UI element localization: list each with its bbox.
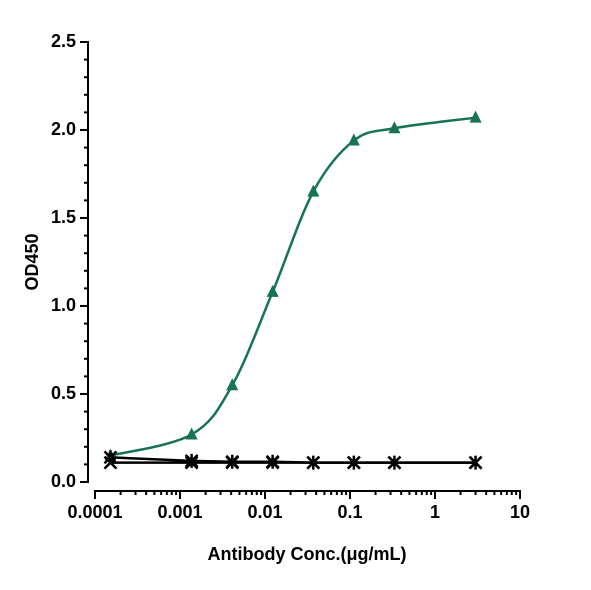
marker xyxy=(265,455,280,470)
marker xyxy=(306,455,321,470)
x-tick-label: 10 xyxy=(510,502,530,522)
x-tick-label: 1 xyxy=(430,502,440,522)
marker xyxy=(266,284,279,297)
x-tick-label: 0.0001 xyxy=(67,502,122,522)
x-tick-label: 0.1 xyxy=(337,502,362,522)
marker xyxy=(307,184,320,197)
marker xyxy=(347,133,360,146)
y-tick-label: 0.5 xyxy=(51,383,76,403)
x-tick-label: 0.01 xyxy=(247,502,282,522)
marker xyxy=(387,455,402,470)
marker xyxy=(346,455,361,470)
y-tick-label: 1.5 xyxy=(51,207,76,227)
marker xyxy=(388,121,401,134)
x-axis-label: Antibody Conc.(μg/mL) xyxy=(208,544,407,564)
marker xyxy=(469,110,482,123)
marker xyxy=(226,378,239,391)
y-tick-label: 2.0 xyxy=(51,119,76,139)
y-tick-label: 1.0 xyxy=(51,295,76,315)
y-tick-label: 2.5 xyxy=(51,31,76,51)
marker xyxy=(225,455,240,470)
y-axis-label: OD450 xyxy=(22,233,42,290)
y-tick-label: 0.0 xyxy=(51,471,76,491)
marker xyxy=(468,455,483,470)
x-tick-label: 0.001 xyxy=(157,502,202,522)
marker xyxy=(185,427,198,440)
marker xyxy=(103,455,118,470)
series-line xyxy=(110,116,476,457)
marker xyxy=(184,455,199,470)
